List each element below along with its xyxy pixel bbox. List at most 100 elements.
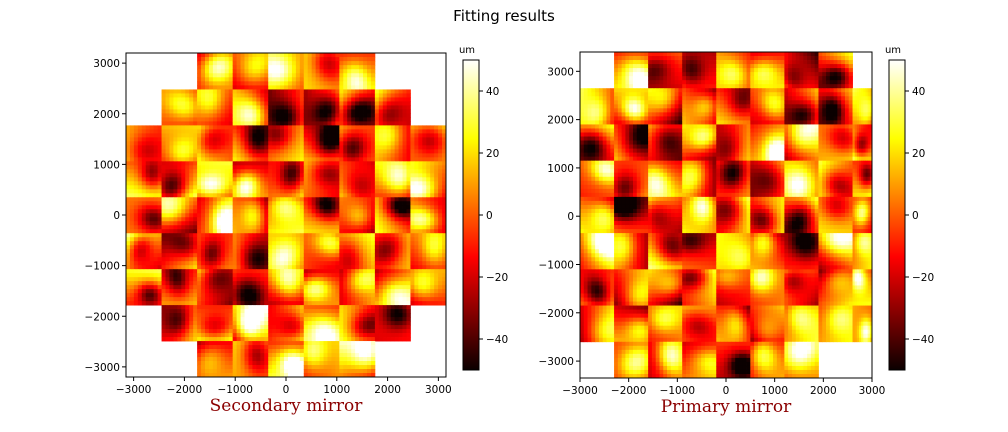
segment-pixel [323,229,328,234]
segment-pixel [359,141,364,146]
segment-pixel [307,141,313,146]
segment-pixel [153,237,158,242]
segment-pixel [149,145,155,150]
segment-pixel [402,237,407,242]
segment-pixel [141,161,147,166]
segment-pixel [291,201,297,206]
segment-pixel [224,105,230,110]
segment-pixel [276,281,281,286]
segment-pixel [228,161,234,166]
segment-pixel [185,109,190,114]
segment-pixel [319,277,324,282]
segment-pixel [256,177,261,182]
segment-pixel [173,197,178,202]
segment-pixel [193,117,198,122]
segment-pixel [197,301,202,306]
segment-pixel [145,297,151,302]
segment-pixel [189,101,194,106]
segment-pixel [339,241,344,246]
segment-pixel [177,337,182,342]
segment-pixel [315,85,320,90]
segment-pixel [145,213,151,218]
segment-pixel [422,161,427,166]
segment-pixel [394,153,399,158]
segment-pixel [343,277,348,282]
segment-pixel [370,185,376,190]
segment-pixel [280,265,285,270]
segment-pixel [197,149,202,154]
segment-pixel [129,293,135,298]
segment-pixel [173,257,178,262]
segment-pixel [208,65,214,70]
segment-pixel [276,101,281,106]
segment-pixel [276,185,281,190]
segment-pixel [244,161,249,166]
segment-pixel [291,257,297,262]
segment-pixel [284,305,289,310]
segment-pixel [295,309,301,314]
segment-pixel [335,201,340,206]
segment-pixel [181,253,186,258]
segment-pixel [208,61,214,66]
segment-pixel [335,169,340,174]
segment-pixel [339,65,344,70]
segment-pixel [129,173,135,178]
segment-pixel [177,313,182,318]
segment-pixel [268,261,273,266]
segment-pixel [331,109,336,114]
segment-pixel [378,277,384,282]
segment-pixel [141,197,147,202]
segment-pixel [228,113,234,118]
segment-pixel [374,153,380,158]
segment-pixel [355,217,360,222]
segment-pixel [410,177,415,182]
segment-pixel [386,265,392,270]
segment-pixel [351,289,356,294]
segment-pixel [272,165,277,170]
segment-pixel [161,105,166,110]
segment-pixel [299,89,305,94]
segment-pixel [359,101,364,106]
segment-pixel [370,53,376,58]
segment-pixel [193,229,198,234]
segment-pixel [363,213,368,218]
segment-pixel [299,181,305,186]
segment-pixel [133,241,139,246]
segment-pixel [137,201,143,206]
segment-pixel [434,137,439,142]
segment-pixel [323,293,328,298]
mirror-segment [232,233,269,270]
segment-pixel [370,113,376,118]
segment-pixel [276,109,281,114]
segment-pixel [193,97,198,102]
segment-pixel [197,289,202,294]
segment-pixel [359,173,364,178]
segment-pixel [284,145,289,150]
segment-pixel [248,289,253,294]
segment-pixel [287,113,293,118]
mirror-segment [161,233,198,270]
segment-pixel [426,245,431,250]
segment-pixel [193,325,198,330]
segment-pixel [295,301,301,306]
segment-pixel [173,245,178,250]
segment-pixel [276,293,281,298]
segment-pixel [228,69,234,74]
segment-pixel [260,289,265,294]
segment-pixel [153,189,158,194]
segment-pixel [331,53,336,58]
segment-pixel [248,329,253,334]
segment-pixel [307,117,313,122]
segment-pixel [169,213,174,218]
segment-pixel [272,293,277,298]
segment-pixel [418,193,423,198]
segment-pixel [343,121,348,126]
segment-pixel [414,133,419,138]
segment-pixel [339,141,344,146]
segment-pixel [228,289,234,294]
segment-pixel [129,301,135,306]
segment-pixel [284,277,289,282]
segment-pixel [197,257,202,262]
segment-pixel [363,185,368,190]
segment-pixel [374,293,380,298]
